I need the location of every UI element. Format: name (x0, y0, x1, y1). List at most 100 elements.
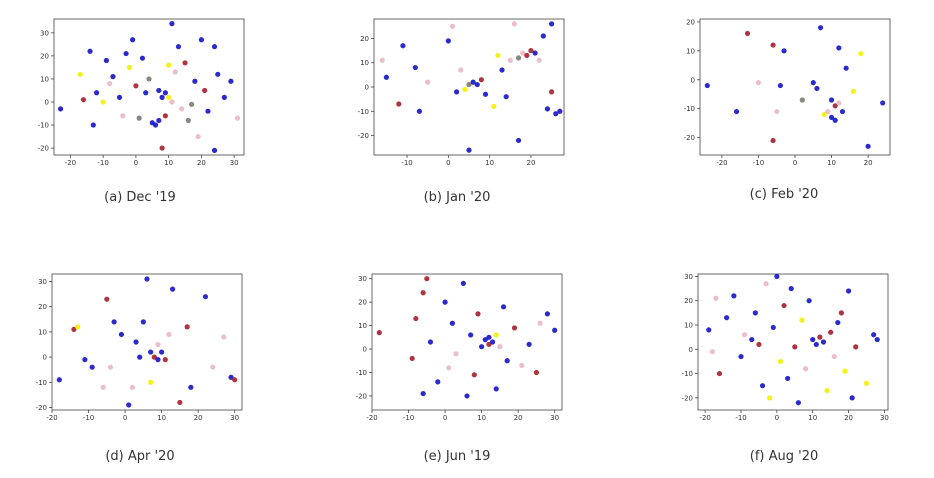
y-tick-label: 10 (40, 75, 49, 83)
data-point (839, 108, 846, 115)
data-point (832, 117, 838, 123)
data-point (221, 94, 227, 100)
x-tick-label: 30 (230, 159, 239, 167)
y-tick-label: 20 (686, 18, 695, 26)
plot-frame (51, 273, 243, 411)
data-point (169, 21, 175, 27)
data-point (831, 353, 837, 360)
data-point (420, 390, 426, 397)
data-point (858, 51, 864, 57)
data-point (709, 349, 715, 355)
data-point (123, 50, 129, 57)
data-point (552, 327, 558, 333)
data-point (126, 402, 132, 408)
y-tick-label: 0 (363, 346, 367, 354)
data-point (152, 122, 159, 128)
scatter-plot-a: -20 -10 0 10 20 30 -20 -10 0 10 20 30 (38, 18, 245, 167)
data-point (536, 57, 542, 63)
data-point (824, 387, 830, 394)
data-point (179, 106, 185, 112)
y-tick-label: -10 (358, 108, 369, 116)
data-point (537, 320, 543, 326)
data-point (835, 319, 841, 326)
data-point (162, 90, 168, 96)
scatter-plot-e: -20 -10 0 10 20 30 -20 -10 0 10 20 30 (356, 273, 563, 422)
data-point (486, 334, 492, 340)
data-point (454, 89, 460, 95)
data-point (130, 37, 136, 43)
data-point (832, 103, 838, 109)
caption-b: (b) Jan '20 (423, 190, 491, 205)
data-point (159, 94, 165, 100)
scatter-plot-c: -20 -10 0 10 20 -20 -10 0 10 20 (684, 18, 891, 167)
data-point (781, 48, 787, 54)
data-point (845, 288, 852, 294)
data-point (759, 383, 766, 389)
caption-f: (f) Aug '20 (749, 449, 819, 464)
data-point (195, 133, 201, 140)
data-point (853, 344, 859, 350)
caption-a: (a) Dec '19 (104, 190, 176, 205)
data-point (504, 358, 510, 364)
data-point (482, 91, 489, 97)
data-point (713, 295, 719, 301)
data-point (143, 90, 149, 96)
data-point (744, 30, 751, 37)
data-point (148, 379, 154, 385)
x-tick-label: 30 (880, 414, 889, 422)
x-tick-label: -20 (716, 159, 727, 167)
scatter-panel-e: -20 -10 0 10 20 30 -20 -10 0 10 20 30 (352, 272, 564, 422)
data-point (544, 106, 551, 112)
caption-e: (e) Jun '19 (423, 449, 491, 464)
data-point (107, 80, 113, 87)
data-point (532, 50, 538, 56)
data-point (148, 349, 154, 355)
data-point (503, 94, 509, 100)
scatter-panel-f: -20 -10 0 10 20 30 -20 -10 0 10 20 30 (678, 272, 890, 422)
data-point (192, 78, 198, 84)
data-point (838, 310, 844, 316)
data-point (232, 377, 238, 383)
y-tick-label: 10 (686, 47, 695, 55)
y-tick-label: -20 (358, 132, 369, 140)
data-point (774, 108, 780, 115)
data-point (770, 324, 776, 331)
data-point (470, 79, 476, 85)
data-point (139, 55, 146, 61)
y-tick-label: -10 (36, 379, 47, 387)
data-point (400, 43, 406, 49)
data-point (103, 57, 110, 64)
data-point (210, 364, 216, 370)
data-point (770, 137, 776, 144)
data-point (828, 114, 835, 120)
data-point (820, 339, 827, 345)
data-point (420, 290, 426, 296)
x-tick-label: -10 (735, 414, 746, 422)
data-point (795, 400, 801, 406)
data-point (489, 339, 496, 345)
y-tick-label: -20 (38, 145, 49, 153)
data-point (133, 83, 139, 89)
x-tick-label: -20 (65, 159, 76, 167)
data-point (704, 82, 710, 89)
x-tick-label: 20 (844, 414, 853, 422)
data-point (449, 23, 456, 29)
data-point (511, 325, 518, 331)
y-tick-label: 30 (684, 273, 693, 281)
data-point (475, 311, 481, 317)
data-point (507, 57, 513, 63)
data-point (806, 298, 812, 304)
x-tick-label: 10 (164, 159, 173, 167)
data-point (136, 115, 142, 121)
data-point (449, 320, 455, 326)
scatter-panel-a: -20 -10 0 10 20 30 -20 -10 0 10 20 30 (34, 17, 246, 167)
data-point (156, 87, 162, 94)
data-point (56, 377, 62, 383)
data-point (133, 339, 139, 345)
x-tick-label: 10 (827, 159, 836, 167)
data-point (215, 71, 221, 77)
y-tick-label: 0 (689, 346, 693, 354)
data-point (464, 393, 470, 399)
x-tick-label: 0 (443, 414, 447, 422)
data-point (413, 315, 419, 322)
